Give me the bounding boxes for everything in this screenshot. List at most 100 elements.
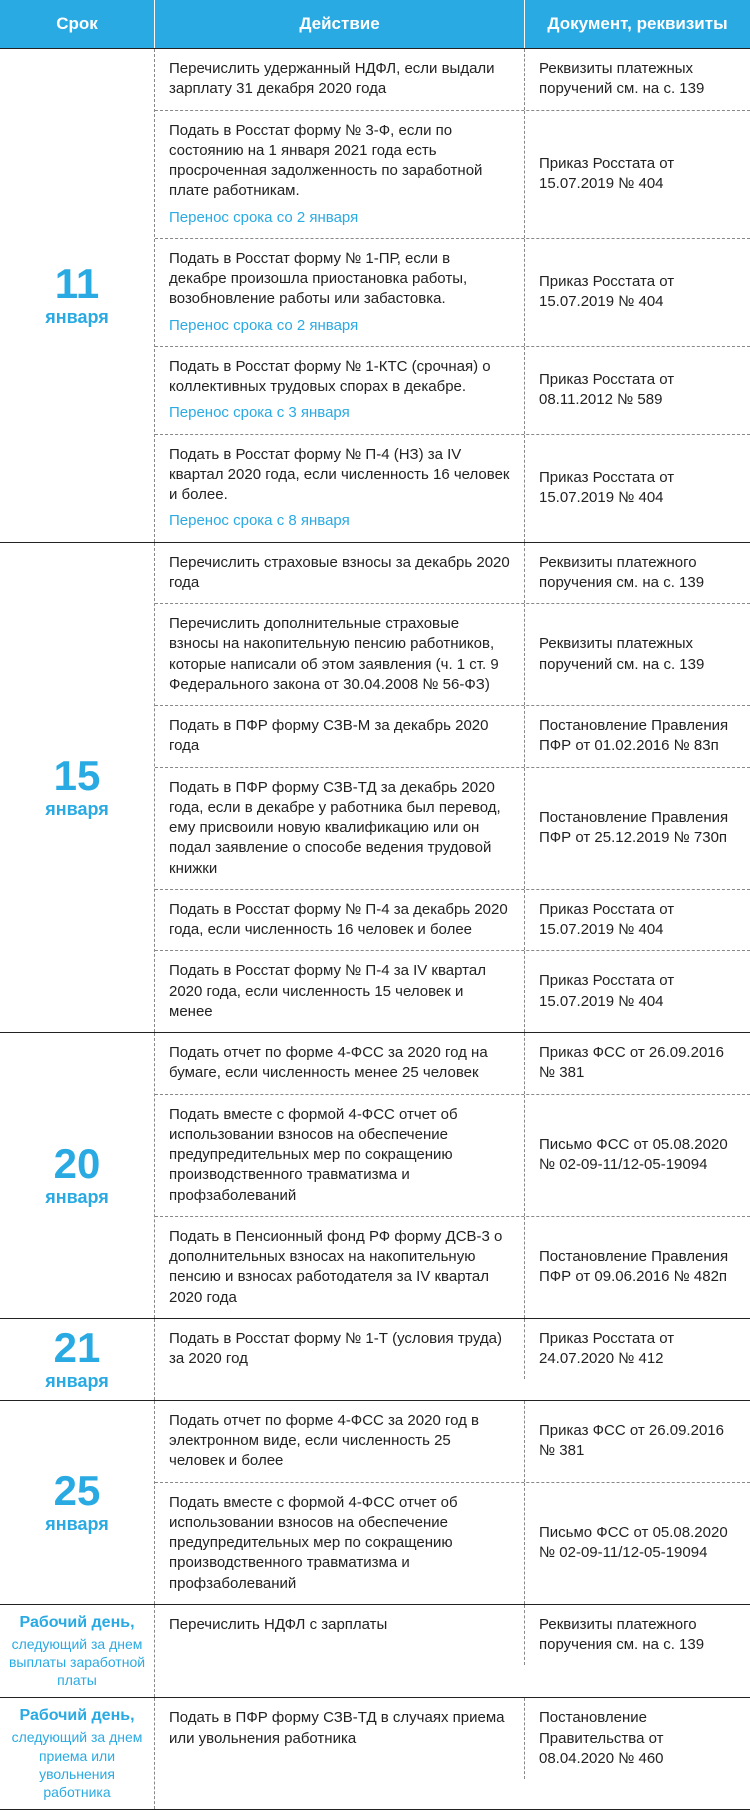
- action-cell: Подать в ПФР форму СЗВ-ТД за декабрь 202…: [155, 768, 525, 889]
- document-cell: Постановление Правления ПФР от 01.02.201…: [525, 706, 750, 767]
- document-cell: Приказ Росстата от 15.07.2019 № 404: [525, 890, 750, 951]
- document-text: Реквизиты платежных поручений см. на с. …: [539, 59, 736, 100]
- document-cell: Приказ Росстата от 15.07.2019 № 404: [525, 239, 750, 346]
- date-cell: 25января: [0, 1401, 155, 1604]
- date-group: Рабочий день,следующий за днем выплаты з…: [0, 1605, 750, 1699]
- table-row: Подать в ПФР форму СЗВ-ТД за декабрь 202…: [155, 768, 750, 890]
- document-cell: Письмо ФСС от 05.08.2020 № 02-09-11/12-0…: [525, 1095, 750, 1216]
- action-text: Подать вместе с формой 4-ФСС отчет об ис…: [169, 1105, 510, 1206]
- action-cell: Перечислить страховые взносы за декабрь …: [155, 543, 525, 604]
- rows-container: Перечислить НДФЛ с зарплатыРеквизиты пла…: [155, 1605, 750, 1698]
- rows-container: Подать отчет по форме 4-ФСС за 2020 год …: [155, 1401, 750, 1604]
- table-row: Подать в ПФР форму СЗВ-М за декабрь 2020…: [155, 706, 750, 768]
- document-text: Постановление Правления ПФР от 25.12.201…: [539, 808, 736, 849]
- document-text: Приказ Росстата от 15.07.2019 № 404: [539, 154, 736, 195]
- document-text: Приказ Росстата от 15.07.2019 № 404: [539, 468, 736, 509]
- document-cell: Постановление Правительства от 08.04.202…: [525, 1698, 750, 1779]
- table-row: Подать в Росстат форму № 1-ПР, если в де…: [155, 239, 750, 347]
- document-cell: Приказ Росстата от 08.11.2012 № 589: [525, 347, 750, 434]
- rows-container: Перечислить страховые взносы за декабрь …: [155, 543, 750, 1033]
- action-cell: Подать в Росстат форму № 1-ПР, если в де…: [155, 239, 525, 346]
- action-text: Подать в ПФР форму СЗВ-М за декабрь 2020…: [169, 716, 510, 757]
- date-cell: 20января: [0, 1033, 155, 1318]
- document-text: Письмо ФСС от 05.08.2020 № 02-09-11/12-0…: [539, 1523, 736, 1564]
- action-cell: Перечислить НДФЛ с зарплаты: [155, 1605, 525, 1666]
- document-text: Приказ Росстата от 15.07.2019 № 404: [539, 900, 736, 941]
- document-cell: Реквизиты платежных поручений см. на с. …: [525, 49, 750, 110]
- document-cell: Приказ Росстата от 15.07.2019 № 404: [525, 111, 750, 238]
- header-action: Действие: [155, 0, 525, 48]
- table-row: Подать вместе с формой 4-ФСС отчет об ис…: [155, 1483, 750, 1604]
- action-cell: Подать в Росстат форму № П-4 за IV кварт…: [155, 951, 525, 1032]
- action-text: Подать в Росстат форму № 3-Ф, если по со…: [169, 121, 510, 202]
- date-cell: 15января: [0, 543, 155, 1033]
- date-group: 15января Перечислить страховые взносы за …: [0, 543, 750, 1034]
- table-row: Подать отчет по форме 4-ФСС за 2020 год …: [155, 1401, 750, 1483]
- action-text: Подать в Росстат форму № 1-КТС (срочная)…: [169, 357, 510, 398]
- table-row: Подать вместе с формой 4-ФСС отчет об ис…: [155, 1095, 750, 1217]
- date-number: 25: [54, 1470, 101, 1512]
- document-cell: Постановление Правления ПФР от 25.12.201…: [525, 768, 750, 889]
- rows-container: Перечислить удержанный НДФЛ, если выдали…: [155, 49, 750, 542]
- date-month: января: [45, 1371, 108, 1392]
- document-text: Реквизиты платежного поручения см. на с.…: [539, 553, 736, 594]
- date-cell: Рабочий день,следующий за днем выплаты з…: [0, 1605, 155, 1698]
- document-text: Постановление Правления ПФР от 01.02.201…: [539, 716, 736, 757]
- date-month: января: [45, 307, 108, 328]
- document-text: Письмо ФСС от 05.08.2020 № 02-09-11/12-0…: [539, 1135, 736, 1176]
- action-cell: Подать в Росстат форму № 1-Т (условия тр…: [155, 1319, 525, 1380]
- date-number: 20: [54, 1143, 101, 1185]
- date-cell: 11января: [0, 49, 155, 542]
- table-row: Перечислить удержанный НДФЛ, если выдали…: [155, 49, 750, 111]
- document-text: Постановление Правительства от 08.04.202…: [539, 1708, 736, 1769]
- table-header: Срок Действие Документ, реквизиты: [0, 0, 750, 48]
- deadline-note: Перенос срока с 3 января: [169, 403, 510, 423]
- date-month: января: [45, 799, 108, 820]
- action-text: Перечислить удержанный НДФЛ, если выдали…: [169, 59, 510, 100]
- action-cell: Подать отчет по форме 4-ФСС за 2020 год …: [155, 1033, 525, 1094]
- document-cell: Приказ Росстата от 15.07.2019 № 404: [525, 435, 750, 542]
- table-row: Подать в Росстат форму № 1-КТС (срочная)…: [155, 347, 750, 435]
- date-group: 20января Подать отчет по форме 4-ФСС за 2…: [0, 1033, 750, 1319]
- table-row: Подать в ПФР форму СЗВ-ТД в случаях прие…: [155, 1698, 750, 1779]
- date-cell: Рабочий день,следующий за днем приема ил…: [0, 1698, 155, 1809]
- deadline-note: Перенос срока с 8 января: [169, 511, 510, 531]
- table-row: Подать в Росстат форму № П-4 за декабрь …: [155, 890, 750, 952]
- action-cell: Подать в Росстат форму № 3-Ф, если по со…: [155, 111, 525, 238]
- action-text: Подать в Росстат форму № 1-Т (условия тр…: [169, 1329, 510, 1370]
- deadline-note: Перенос срока со 2 января: [169, 316, 510, 336]
- rows-container: Подать в Росстат форму № 1-Т (условия тр…: [155, 1319, 750, 1400]
- document-cell: Приказ ФСС от 26.09.2016 № 381: [525, 1401, 750, 1482]
- date-group: 11января Перечислить удержанный НДФЛ, есл…: [0, 48, 750, 543]
- date-text: Рабочий день,: [19, 1613, 134, 1633]
- table-row: Перечислить страховые взносы за декабрь …: [155, 543, 750, 605]
- action-cell: Подать в Росстат форму № П-4 за декабрь …: [155, 890, 525, 951]
- document-text: Приказ Росстата от 08.11.2012 № 589: [539, 370, 736, 411]
- document-cell: Реквизиты платежного поручения см. на с.…: [525, 1605, 750, 1666]
- date-month: января: [45, 1514, 108, 1535]
- table-row: Подать в Пенсионный фонд РФ форму ДСВ-3 …: [155, 1217, 750, 1318]
- action-cell: Подать в ПФР форму СЗВ-М за декабрь 2020…: [155, 706, 525, 767]
- action-text: Подать вместе с формой 4-ФСС отчет об ис…: [169, 1493, 510, 1594]
- action-cell: Подать в Пенсионный фонд РФ форму ДСВ-3 …: [155, 1217, 525, 1318]
- table-row: Подать в Росстат форму № П-4 (НЗ) за IV …: [155, 435, 750, 542]
- action-text: Подать отчет по форме 4-ФСС за 2020 год …: [169, 1043, 510, 1084]
- document-cell: Приказ ФСС от 26.09.2016 № 381: [525, 1033, 750, 1094]
- action-text: Подать отчет по форме 4-ФСС за 2020 год …: [169, 1411, 510, 1472]
- action-text: Перечислить страховые взносы за декабрь …: [169, 553, 510, 594]
- table-row: Подать отчет по форме 4-ФСС за 2020 год …: [155, 1033, 750, 1095]
- action-text: Подать в Росстат форму № П-4 (НЗ) за IV …: [169, 445, 510, 506]
- document-cell: Реквизиты платежных поручений см. на с. …: [525, 604, 750, 705]
- action-text: Подать в Росстат форму № П-4 за IV кварт…: [169, 961, 510, 1022]
- date-subtext: следующий за днем приема или увольнения …: [6, 1728, 148, 1801]
- document-text: Приказ ФСС от 26.09.2016 № 381: [539, 1421, 736, 1462]
- document-cell: Постановление Правления ПФР от 09.06.201…: [525, 1217, 750, 1318]
- date-number: 15: [54, 755, 101, 797]
- table-row: Подать в Росстат форму № 1-Т (условия тр…: [155, 1319, 750, 1380]
- date-cell: 21января: [0, 1319, 155, 1400]
- date-number: 21: [54, 1327, 101, 1369]
- document-text: Приказ Росстата от 15.07.2019 № 404: [539, 272, 736, 313]
- document-cell: Реквизиты платежного поручения см. на с.…: [525, 543, 750, 604]
- document-cell: Приказ Росстата от 24.07.2020 № 412: [525, 1319, 750, 1380]
- action-cell: Подать вместе с формой 4-ФСС отчет об ис…: [155, 1095, 525, 1216]
